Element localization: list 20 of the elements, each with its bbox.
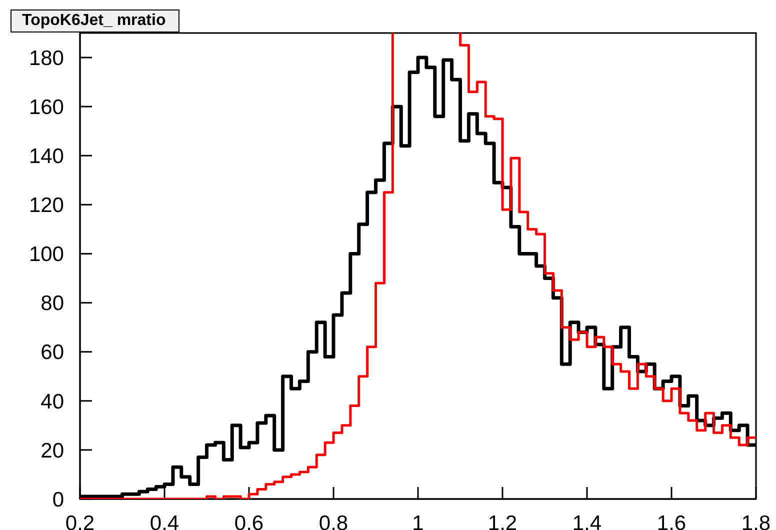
x-tick-label: 0.2	[65, 512, 95, 530]
x-tick-label: 1.6	[656, 512, 686, 530]
x-tick-label: 1	[412, 512, 424, 530]
y-tick-label: 100	[28, 243, 64, 266]
x-tick-label: 0.6	[234, 512, 264, 530]
y-tick-label: 140	[28, 144, 64, 168]
x-tick-label: 1.8	[741, 512, 771, 530]
y-tick-label: 60	[40, 341, 64, 364]
y-tick-label: 120	[28, 194, 64, 218]
x-tick-label: 0.8	[318, 512, 348, 530]
x-tick-label: 0.4	[150, 512, 180, 530]
y-tick-label: 180	[28, 46, 64, 70]
y-tick-label: 0	[52, 488, 64, 512]
y-tick-label: 160	[28, 96, 64, 119]
chart-title: TopoK6Jet_ mratio	[22, 12, 166, 29]
x-tick-label: 1.2	[488, 512, 518, 530]
y-tick-label: 80	[40, 292, 64, 316]
y-tick-label: 40	[40, 390, 64, 414]
x-tick-label: 1.4	[572, 512, 602, 530]
y-tick-label: 20	[40, 439, 64, 462]
